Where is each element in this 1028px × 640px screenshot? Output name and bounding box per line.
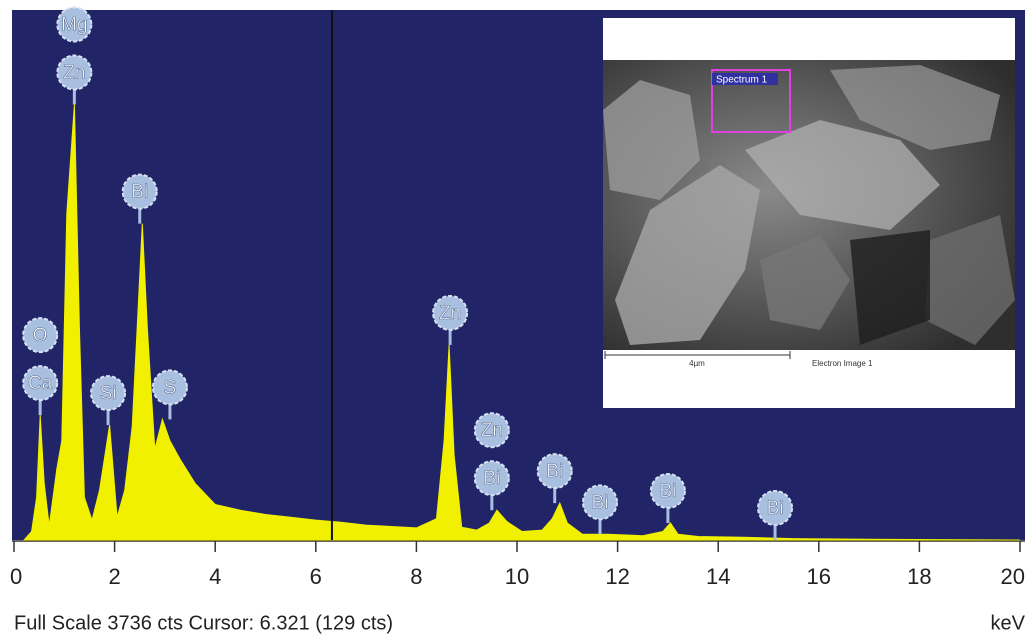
chart: Ca O Zn Mg Si Bi S Zn Bi Zn Bi Bi Bi Bi Spectrum 1 4µ… (0, 0, 1028, 640)
annotation-label: Zn (481, 420, 503, 441)
x-tick-label: 10 (505, 564, 529, 589)
annotation-label: Bi (546, 461, 563, 482)
annotation-label: Zn (63, 62, 85, 83)
annotation-label: O (33, 325, 48, 346)
x-tick-label: 14 (706, 564, 730, 589)
annotation-label: Bi (659, 481, 676, 502)
annotation-label: Bi (131, 182, 148, 203)
x-tick-label: 16 (807, 564, 831, 589)
annotation-label: S (164, 377, 177, 398)
annotation-label: Ca (28, 373, 53, 394)
x-tick-label: 8 (410, 564, 422, 589)
annotation-label: Zn (439, 303, 461, 324)
annotation-label: Bi (483, 468, 500, 489)
x-tick-label: 20 (1001, 564, 1025, 589)
annotation-label: Mg (61, 14, 87, 35)
scale-label: 4µm (689, 359, 705, 368)
annotation-label: Bi (592, 492, 609, 513)
x-tick-label: 18 (907, 564, 931, 589)
x-axis-label: keV (991, 612, 1026, 634)
footer: Full Scale 3736 cts Cursor: 6.321 (129 c… (14, 612, 393, 634)
annotation-label: Si (100, 383, 117, 404)
spectrum-label: Spectrum 1 (716, 75, 768, 86)
image-label: Electron Image 1 (812, 359, 873, 368)
x-tick-label: 4 (209, 564, 221, 589)
x-tick-label: 0 (10, 564, 22, 589)
inset-image: Spectrum 1 4µm Electron Image 1 (603, 18, 1015, 408)
x-tick-label: 12 (605, 564, 629, 589)
x-tick-label: 6 (310, 564, 322, 589)
x-tick-label: 2 (108, 564, 120, 589)
page: Ca O Zn Mg Si Bi S Zn Bi Zn Bi Bi Bi Bi Spectrum 1 4µ… (0, 0, 1028, 640)
annotation-label: Bi (767, 498, 784, 519)
